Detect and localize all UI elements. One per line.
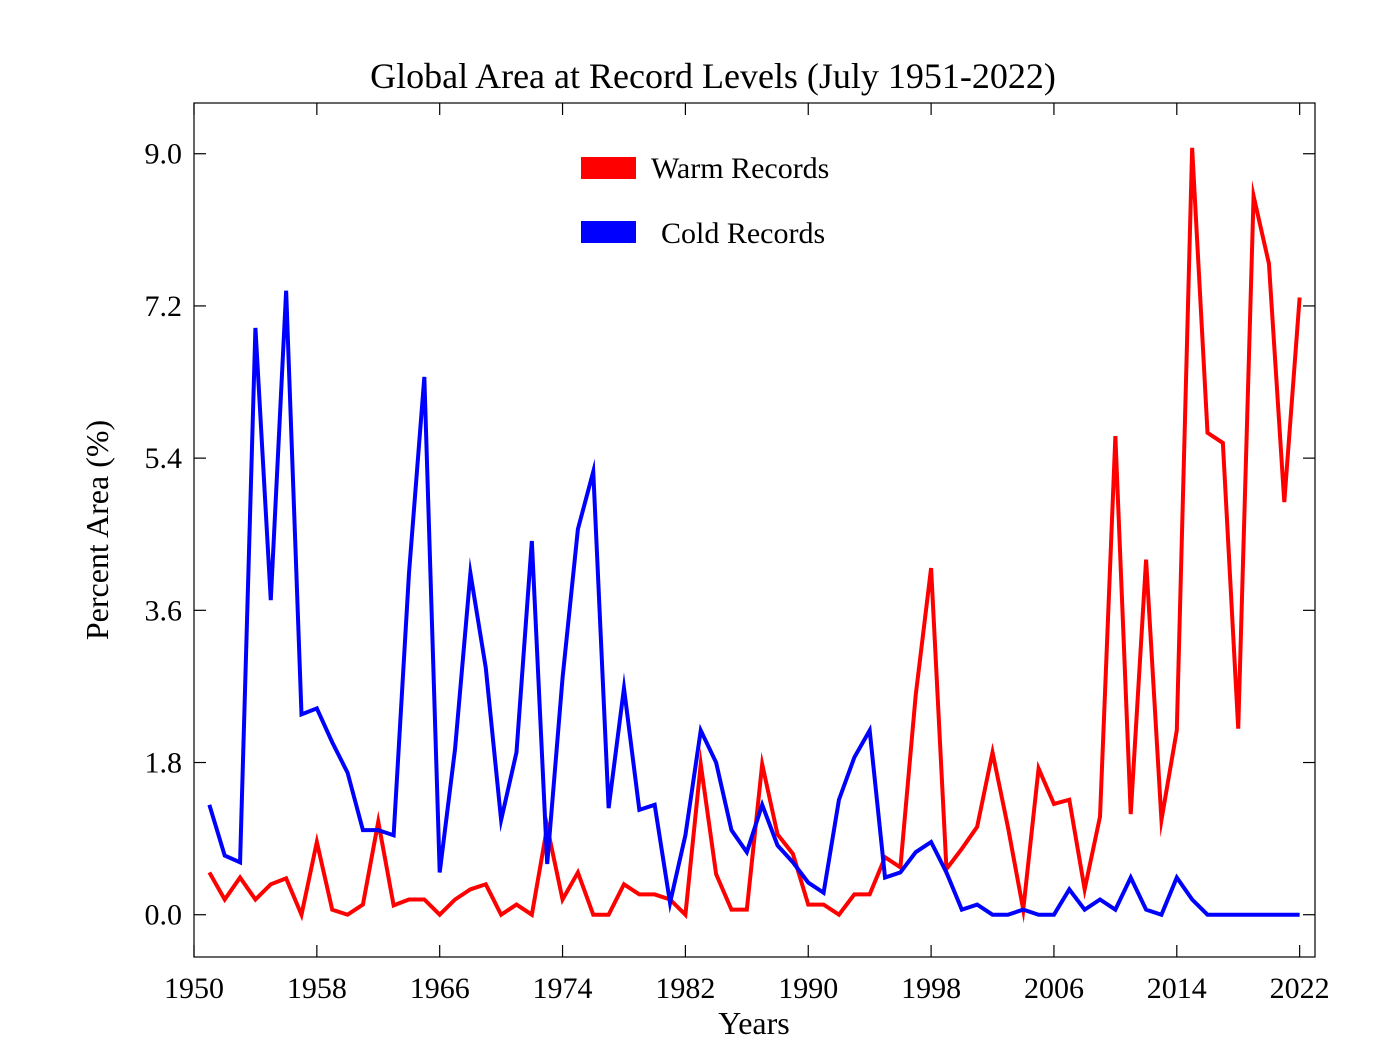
- x-tick-label: 2006: [1024, 972, 1084, 1005]
- y-tick-label: 7.2: [145, 290, 183, 323]
- x-tick-label: 1990: [778, 972, 838, 1005]
- x-tick-label: 1966: [410, 972, 470, 1005]
- x-tick-label: 1998: [901, 972, 961, 1005]
- legend-label: Cold Records: [661, 217, 825, 250]
- plot-frame: [193, 102, 1316, 958]
- series-layer: [207, 147, 1302, 924]
- x-tick-label: 2022: [1270, 972, 1330, 1005]
- chart-title: Global Area at Record Levels (July 1951-…: [370, 56, 1056, 96]
- series-line-cold: [207, 290, 1300, 918]
- y-tick-label: 9.0: [145, 138, 183, 171]
- x-tick-label: 1958: [287, 972, 347, 1005]
- x-tick-label: 1982: [655, 972, 715, 1005]
- y-axis-label: Percent Area (%): [79, 420, 115, 640]
- y-tick-label: 5.4: [145, 442, 183, 475]
- x-tick-label: 1974: [533, 972, 593, 1005]
- y-tick-label: 1.8: [145, 747, 183, 780]
- series-line-warm: [207, 147, 1302, 924]
- y-tick-label: 0.0: [145, 899, 183, 932]
- legend: Warm Records Cold Records: [581, 152, 829, 250]
- legend-swatch: [581, 157, 636, 179]
- x-axis-label: Years: [718, 1005, 789, 1041]
- y-tick-label: 3.6: [145, 594, 183, 627]
- x-tick-label: 1950: [164, 972, 224, 1005]
- legend-swatch: [581, 221, 636, 243]
- tick-layer: 1950 1958 1966 1974 1982 1990 1998 2006 2014 2022…: [145, 103, 1330, 1005]
- legend-label: Warm Records: [651, 152, 829, 185]
- x-tick-label: 2014: [1147, 972, 1207, 1005]
